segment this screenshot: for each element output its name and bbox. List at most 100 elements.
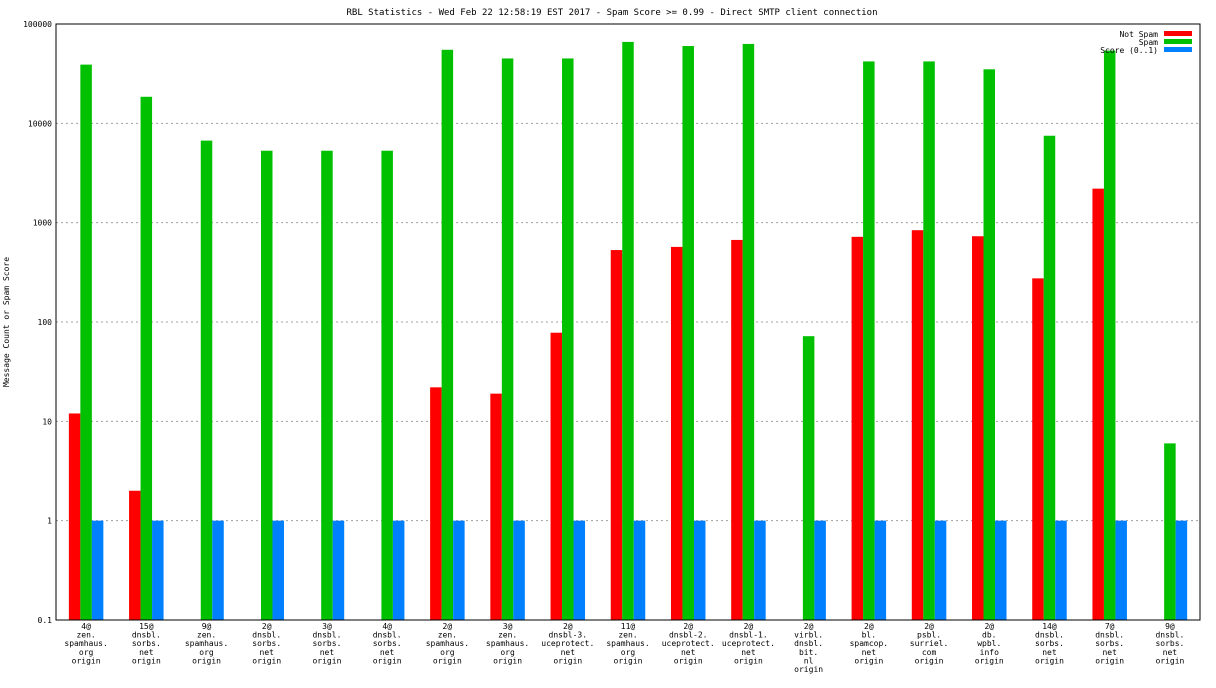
bar-not-spam [851, 236, 864, 620]
bar-score-0-1 [754, 520, 766, 620]
x-category-label: net [561, 648, 576, 657]
bar-score-0-1 [573, 520, 586, 620]
y-axis-label: Message Count or Spam Score [2, 257, 11, 387]
bar-not-spam [68, 413, 81, 620]
x-category-label: dnsbl-1. [729, 631, 768, 640]
x-category-label: zen. [498, 631, 517, 640]
x-category-label: 2@ [443, 622, 453, 631]
x-category-label: 3@ [503, 622, 513, 631]
bar-spam [863, 61, 875, 621]
x-category-label: spamhaus. [606, 639, 649, 648]
y-tick-label: 1000 [33, 219, 52, 228]
x-category-label: net [139, 648, 154, 657]
x-category-label: origin [553, 656, 582, 665]
chart-title: RBL Statistics - Wed Feb 22 12:58:19 EST… [346, 8, 877, 18]
x-category-label: 4@ [81, 622, 91, 631]
bar-spam [1103, 50, 1116, 621]
x-category-label: 2@ [262, 622, 272, 631]
bar-score-0-1 [1055, 520, 1067, 620]
bar-spam [802, 336, 815, 620]
x-category-label: zen. [197, 631, 216, 640]
x-category-label: sorbs. [1095, 639, 1124, 648]
bar-spam [260, 150, 273, 620]
x-category-label: zen. [618, 631, 637, 640]
x-category-label: sorbs. [1155, 639, 1184, 648]
legend-label: Score (0..1) [1100, 46, 1158, 55]
bar-score-0-1 [934, 520, 947, 620]
x-category-label: origin [72, 656, 101, 665]
x-category-label: dnsbl. [312, 631, 341, 640]
bar-score-0-1 [453, 520, 465, 620]
x-category-label: net [681, 648, 696, 657]
x-category-label: 2@ [683, 622, 693, 631]
x-category-label: origin [373, 656, 402, 665]
bar-not-spam [490, 393, 502, 620]
x-category-label: origin [252, 656, 281, 665]
x-category-label: spamhaus. [185, 639, 228, 648]
x-category-label: net [380, 648, 395, 657]
x-category-label: com [922, 648, 937, 657]
x-category-label: net [741, 648, 756, 657]
y-tick-label: 0.1 [38, 616, 53, 625]
x-category-label: uceprotect. [541, 639, 594, 648]
x-category-label: 9@ [202, 622, 212, 631]
x-category-label: 2@ [744, 622, 754, 631]
x-category-label: dnsbl. [132, 631, 161, 640]
x-category-label: sorbs. [132, 639, 161, 648]
bar-score-0-1 [212, 520, 224, 620]
bar-not-spam [1032, 278, 1044, 620]
x-category-label: 15@ [139, 622, 154, 631]
bar-not-spam [1092, 188, 1104, 620]
x-category-label: origin [794, 665, 823, 674]
bar-not-spam [550, 332, 563, 620]
x-category-label: org [440, 648, 455, 657]
bar-spam [1043, 135, 1056, 621]
x-category-label: uceprotect. [722, 639, 775, 648]
x-category-label: origin [1155, 656, 1184, 665]
x-category-label: dnsbl. [1095, 631, 1124, 640]
x-category-label: virbl. [794, 631, 823, 640]
x-category-label: 11@ [621, 622, 636, 631]
x-category-label: dnsbl. [1035, 631, 1064, 640]
legend-swatch [1164, 31, 1192, 36]
x-category-label: origin [674, 656, 703, 665]
x-category-label: origin [1035, 656, 1064, 665]
bar-not-spam [731, 239, 743, 620]
x-category-label: bl. [862, 631, 876, 640]
x-category-label: 2@ [984, 622, 994, 631]
x-category-label: info [980, 648, 999, 657]
x-category-label: spamhaus. [486, 639, 529, 648]
x-category-label: 2@ [804, 622, 814, 631]
x-category-label: spamhaus. [426, 639, 469, 648]
bar-score-0-1 [693, 520, 706, 620]
x-category-label: 2@ [864, 622, 874, 631]
bar-score-0-1 [152, 520, 164, 620]
legend-label: Spam [1139, 38, 1158, 47]
x-category-label: origin [132, 656, 161, 665]
bar-spam [501, 58, 514, 620]
x-category-label: dnsbl-2. [669, 631, 708, 640]
bar-score-0-1 [1115, 520, 1127, 620]
y-tick-label: 10000 [28, 119, 52, 128]
x-category-label: net [1102, 648, 1117, 657]
bar-score-0-1 [91, 520, 104, 620]
x-category-label: origin [854, 656, 883, 665]
y-tick-label: 100000 [23, 20, 52, 29]
plot-frame [55, 23, 1201, 621]
x-category-label: net [1163, 648, 1178, 657]
bar-spam [682, 46, 694, 620]
x-category-label: origin [915, 656, 944, 665]
x-category-label: uceprotect. [662, 639, 715, 648]
bar-not-spam [911, 230, 924, 620]
x-category-label: origin [493, 656, 522, 665]
x-category-label: dnsbl. [373, 631, 402, 640]
bar-spam [742, 43, 755, 620]
bar-not-spam [430, 387, 442, 620]
bar-not-spam [610, 250, 623, 620]
bar-not-spam [972, 236, 984, 620]
x-category-label: surriel. [910, 639, 949, 648]
bar-not-spam [670, 246, 683, 620]
legend-swatch [1164, 47, 1192, 52]
